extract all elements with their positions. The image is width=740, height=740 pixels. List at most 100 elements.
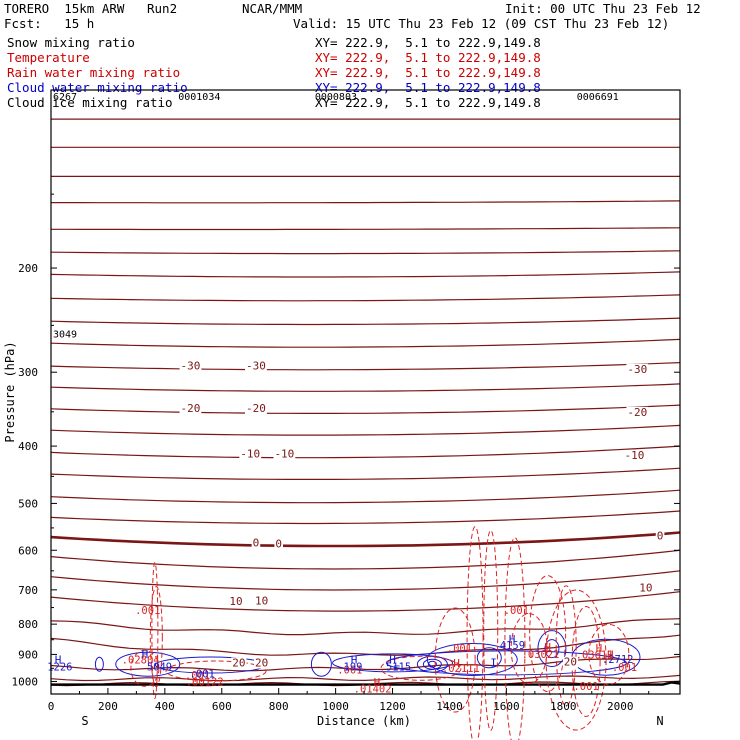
cloud-water-contour (385, 650, 627, 676)
rain-contour (434, 607, 476, 713)
ground-surface (51, 681, 681, 686)
isotherm (50, 424, 681, 436)
extremum-marker: H (389, 653, 396, 666)
field-name-cloud-ice: Cloud ice mixing ratio (7, 95, 173, 110)
temperature-label-bg (245, 360, 267, 372)
center-title: NCAR/MMM (242, 1, 303, 16)
y-tick-label: 900 (18, 648, 38, 661)
x-axis-label: Distance (km) (317, 714, 411, 728)
isotherm (50, 250, 681, 255)
temperature-label-bg (228, 595, 244, 607)
temperature-label-bg (179, 403, 202, 415)
temperature-label-bg (638, 582, 654, 594)
extremum-marker: = (393, 660, 400, 673)
rain-value-label: .001 (504, 605, 529, 617)
x-tick-label: 1800 (550, 700, 577, 713)
x-tick-label: 0 (48, 700, 55, 713)
rain-contour (571, 605, 601, 717)
y-tick-label: 800 (18, 618, 38, 631)
cloud-value-label: .001 (190, 669, 215, 681)
field-xy-cloud-ice: XY= 222.9, 5.1 to 222.9,149.8 (315, 95, 541, 110)
temperature-label: -30 (246, 359, 266, 372)
isotherm (50, 618, 681, 636)
temperature-label-bg (655, 530, 665, 542)
isotherm (50, 383, 681, 392)
temperature-label: -20 (181, 402, 201, 415)
rain-contour (510, 613, 548, 685)
extremum-marker: I (490, 656, 497, 669)
rain-value-label: .03021 (522, 649, 560, 661)
y-tick-label: 700 (18, 584, 38, 597)
isotherm (50, 271, 681, 278)
y-tick-label: 300 (18, 366, 38, 379)
temperature-label-bg (239, 448, 262, 460)
isotherm (50, 445, 681, 459)
rain-contour (588, 623, 630, 685)
isotherm (50, 489, 681, 504)
cloud-water-contour (94, 656, 104, 672)
field-name-rain: Rain water mixing ratio (7, 65, 181, 80)
field-xy-cloud-water: XY= 222.9, 5.1 to 222.9,149.8 (315, 80, 541, 95)
rain-contour (504, 537, 526, 740)
temperature-label: 0 (275, 537, 282, 550)
cloud-value-label: 5115 (386, 661, 411, 673)
field-name-cloud-water: Cloud water mixing ratio (7, 80, 188, 95)
isotherm (51, 200, 681, 204)
isotherm (50, 338, 681, 348)
rain-contour (165, 660, 267, 682)
north-end-label: N (656, 714, 663, 728)
temperature-label: -20 (246, 402, 266, 415)
temperature-label-bg (626, 406, 649, 418)
isotherm (50, 467, 681, 480)
field-xy-rain: XY= 222.9, 5.1 to 222.9,149.8 (315, 65, 541, 80)
cloud-value-label: 5049 (147, 662, 172, 674)
rain-contour (380, 655, 462, 681)
temperature-label: -10 (625, 449, 645, 462)
temperature-label: 20 (255, 657, 268, 670)
top-label: 0000803 (315, 92, 357, 103)
rain-contour (555, 585, 577, 707)
extremum-marker: H (351, 653, 358, 666)
y-tick-label: 200 (18, 262, 38, 275)
temperature-label: 0 (253, 536, 260, 549)
cloud-water-contour (544, 639, 560, 659)
y-tick-label: 400 (18, 440, 38, 453)
cloud-water-contour (476, 647, 502, 669)
x-tick-label: 600 (212, 700, 232, 713)
rain-contour (483, 529, 499, 731)
rain-value-label: .001 (612, 662, 637, 674)
temperature-label: 20 (232, 657, 245, 670)
extremum-marker: H (607, 648, 614, 661)
y-tick-label: 600 (18, 544, 38, 557)
temperature-label-bg (254, 657, 270, 669)
extremum-marker: H (544, 641, 551, 654)
x-tick-label: 1600 (493, 700, 520, 713)
field-name-snow: Snow mixing ratio (7, 35, 135, 50)
cloud-value-label: .2712 (602, 654, 634, 666)
temperature-label: -30 (627, 363, 647, 376)
temperature-label: 0 (657, 530, 664, 543)
extremum-marker: H (509, 633, 516, 646)
rain-contour (151, 561, 159, 699)
temperature-label-bg (562, 656, 579, 668)
snow-label-bg (50, 328, 80, 340)
isotherm (50, 510, 681, 525)
y-axis-label: Pressure (hPa) (3, 341, 17, 442)
cloud-value-label: 199 (344, 661, 363, 673)
x-tick-label: 1200 (379, 700, 406, 713)
isotherm (50, 674, 681, 682)
temperature-label: -10 (240, 448, 260, 461)
temperature-label-bg (251, 537, 261, 549)
field-xy-snow: XY= 222.9, 5.1 to 222.9,149.8 (315, 35, 541, 50)
temperature-label: -30 (181, 359, 201, 372)
forecast-hour: Fcst: 15 h (4, 16, 95, 31)
isotherm (50, 294, 681, 302)
x-tick-label: 1000 (322, 700, 349, 713)
rain-value-label: .001 (447, 643, 472, 655)
rain-value-label: .01402 (354, 683, 392, 695)
valid-time: Valid: 15 UTC Thu 23 Feb 12 (09 CST Thu … (293, 16, 670, 31)
isotherm (50, 362, 681, 371)
temperature-label-bg (273, 448, 296, 460)
top-label: 6267 (53, 92, 77, 103)
